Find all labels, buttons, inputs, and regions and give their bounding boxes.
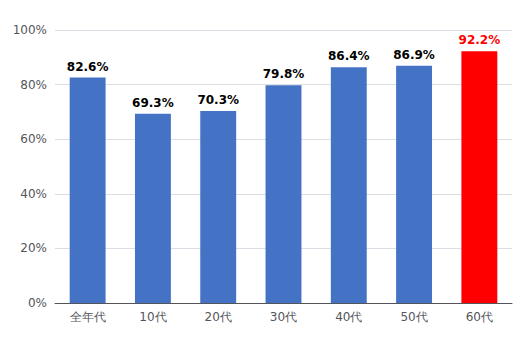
svg-text:30代: 30代 <box>270 310 297 324</box>
svg-text:100%: 100% <box>13 23 47 37</box>
svg-text:69.3%: 69.3% <box>132 96 174 110</box>
svg-text:0%: 0% <box>28 296 47 310</box>
svg-text:86.9%: 86.9% <box>393 48 435 62</box>
svg-text:20代: 20代 <box>205 310 232 324</box>
svg-text:全年代: 全年代 <box>70 310 106 324</box>
svg-text:60代: 60代 <box>466 310 493 324</box>
svg-text:92.2%: 92.2% <box>459 33 501 47</box>
svg-text:40代: 40代 <box>335 310 362 324</box>
svg-text:70.3%: 70.3% <box>197 93 239 107</box>
svg-text:20%: 20% <box>20 241 47 255</box>
svg-text:10代: 10代 <box>139 310 166 324</box>
svg-text:60%: 60% <box>20 132 47 146</box>
svg-text:79.8%: 79.8% <box>263 67 305 81</box>
svg-text:86.4%: 86.4% <box>328 49 370 63</box>
svg-text:82.6%: 82.6% <box>67 60 109 74</box>
svg-text:50代: 50代 <box>400 310 427 324</box>
svg-text:40%: 40% <box>20 187 47 201</box>
svg-text:80%: 80% <box>20 78 47 92</box>
